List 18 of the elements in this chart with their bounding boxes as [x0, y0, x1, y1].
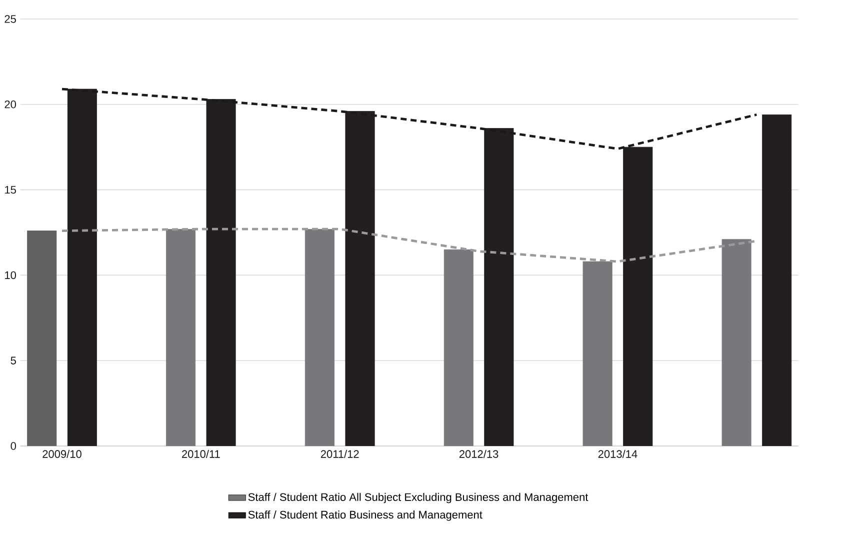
x-tick-label: 2011/12 [320, 450, 359, 458]
x-tick-label: 2012/13 [459, 450, 498, 458]
bar [762, 114, 792, 446]
y-tick-label: 20 [4, 100, 16, 108]
bar [722, 239, 752, 446]
bar [166, 228, 196, 446]
legend-label: Staff / Student Ratio Business and Management [248, 510, 482, 521]
x-tick-label: 2009/10 [42, 450, 82, 458]
bar [304, 228, 335, 446]
y-tick-label: 5 [10, 356, 16, 364]
y-tick-label: 15 [5, 186, 16, 194]
bar [444, 249, 474, 446]
y-tick-label: 0 [10, 442, 16, 450]
y-tick-label: 25 [4, 15, 16, 23]
x-tick-label: 2013/14 [598, 450, 638, 458]
y-tick-label: 10 [5, 271, 16, 280]
x-tick-label: 2010/11 [182, 450, 220, 458]
legend-label: Staff / Student Ratio All Subject Excluding Business and Management [248, 492, 588, 504]
